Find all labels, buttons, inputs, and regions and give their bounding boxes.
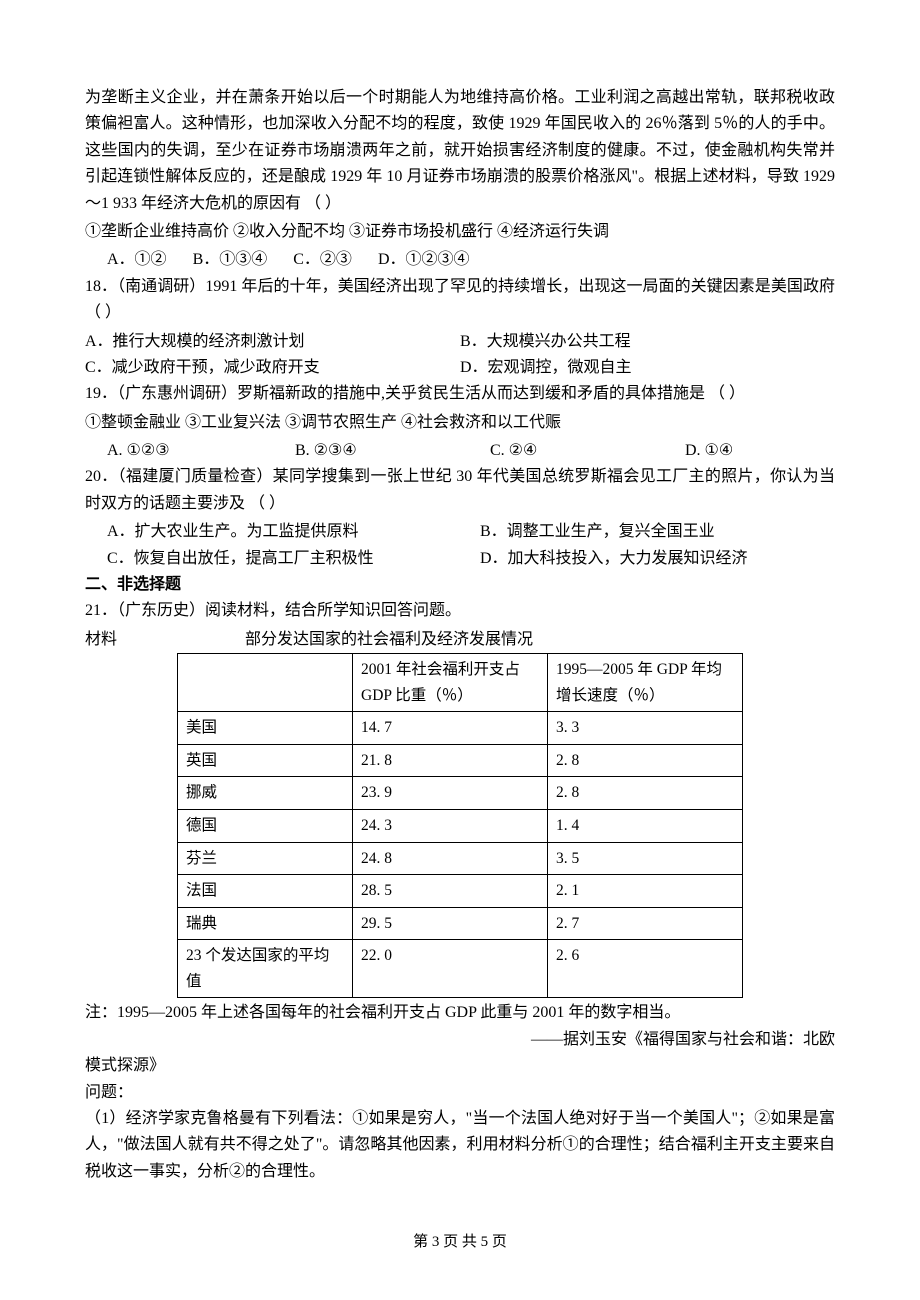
table-header-row: 2001 年社会福利开支占GDP 比重（％） 1995—2005 年 GDP 年…: [178, 654, 743, 712]
q17-opt-a: A．①②: [107, 251, 167, 268]
q19-stem: 19．（广东惠州调研）罗斯福新政的措施中,关乎贫民生活从而达到缓和矛盾的具体措施…: [85, 381, 835, 407]
q21-stem: 21．（广东历史）阅读材料，结合所学知识回答问题。: [85, 598, 835, 624]
table-row: 美国 14. 7 3. 3: [178, 712, 743, 745]
table-note: 注：1995—2005 年上述各国每年的社会福利开支占 GDP 此重与 2001…: [85, 1000, 835, 1026]
q19-choices-numbered: ①整顿金融业 ③工业复兴法 ③调节农照生产 ④社会救济和以工代赈: [85, 410, 835, 436]
section-2-heading: 二、非选择题: [85, 572, 835, 598]
cell-welfare: 28. 5: [353, 875, 548, 908]
q19-opt-c: C. ②④: [490, 438, 685, 464]
q17-opt-c: C．②③: [293, 251, 352, 268]
table-row: 瑞典 29. 5 2. 7: [178, 907, 743, 940]
cell-gdp: 1. 4: [548, 810, 743, 843]
q20-stem: 20．（福建厦门质量检查）某同学搜集到一张上世纪 30 年代美国总统罗斯福会见工…: [85, 464, 835, 517]
page-footer: 第 3 页 共 5 页: [0, 1230, 920, 1255]
table-row: 英国 21. 8 2. 8: [178, 744, 743, 777]
q17-passage: 为垄断主义企业，并在萧条开始以后一个时期能人为地维持高价格。工业利润之高越出常轨…: [85, 85, 835, 217]
q18-opt-d: D．宏观调控，微观自主: [460, 355, 632, 381]
cell-gdp: 3. 3: [548, 712, 743, 745]
cell-country: 挪威: [178, 777, 353, 810]
q19-opt-a: A. ①②③: [85, 438, 295, 464]
table-row: 德国 24. 3 1. 4: [178, 810, 743, 843]
q17-opt-d: D．①②③④: [378, 251, 470, 268]
q20-opt-b: B．调整工业生产，复兴全国王业: [480, 519, 715, 545]
cell-welfare: 24. 3: [353, 810, 548, 843]
cell-gdp: 2. 8: [548, 744, 743, 777]
cell-gdp: 2. 1: [548, 875, 743, 908]
cell-welfare: 24. 8: [353, 842, 548, 875]
q21-sub1: （1）经济学家克鲁格曼有下列看法：①如果是穷人，"当一个法国人绝对好于当一个美国…: [85, 1106, 835, 1185]
q20-options-row1: A．扩大农业生产。为工监提供原料 B．调整工业生产，复兴全国王业: [85, 519, 835, 545]
cell-country: 德国: [178, 810, 353, 843]
cell-country: 瑞典: [178, 907, 353, 940]
q18-opt-b: B．大规模兴办公共工程: [460, 329, 631, 355]
q20-options-row2: C．恢复自出放任，提高工厂主积极性 D．加大科技投入，大力发展知识经济: [85, 546, 835, 572]
table-row: 法国 28. 5 2. 1: [178, 875, 743, 908]
cell-country: 芬兰: [178, 842, 353, 875]
source-citation-cont: 模式探源》: [85, 1053, 835, 1079]
cell-welfare: 29. 5: [353, 907, 548, 940]
cell-welfare: 21. 8: [353, 744, 548, 777]
header-blank: [178, 654, 353, 712]
cell-country: 美国: [178, 712, 353, 745]
table-title: 部分发达国家的社会福利及经济发展情况: [245, 631, 533, 648]
q18-options-row1: A．推行大规模的经济刺激计划 B．大规模兴办公共工程: [85, 329, 835, 355]
cell-gdp: 2. 8: [548, 777, 743, 810]
q17-opt-b: B．①③④: [193, 251, 268, 268]
cell-welfare: 23. 9: [353, 777, 548, 810]
cell-welfare: 22. 0: [353, 940, 548, 998]
q19-opt-d: D. ①④: [685, 438, 835, 464]
questions-label: 问题：: [85, 1080, 835, 1106]
q20-opt-a: A．扩大农业生产。为工监提供原料: [85, 519, 480, 545]
cell-welfare: 14. 7: [353, 712, 548, 745]
header-gdp: 1995—2005 年 GDP 年均增长速度（％）: [548, 654, 743, 712]
cell-country: 英国: [178, 744, 353, 777]
q18-options-row2: C．减少政府干预，减少政府开支 D．宏观调控，微观自主: [85, 355, 835, 381]
cell-gdp: 2. 6: [548, 940, 743, 998]
cell-gdp: 2. 7: [548, 907, 743, 940]
q20-opt-c: C．恢复自出放任，提高工厂主积极性: [85, 546, 480, 572]
q18-opt-c: C．减少政府干预，减少政府开支: [85, 355, 460, 381]
source-citation: ——据刘玉安《福得国家与社会和谐：北欧: [85, 1027, 835, 1053]
q17-options: A．①② B．①③④ C．②③ D．①②③④: [85, 247, 835, 273]
material-label: 材料: [85, 631, 117, 648]
cell-country: 23 个发达国家的平均值: [178, 940, 353, 998]
q19-options: A. ①②③ B. ②③④ C. ②④ D. ①④: [85, 438, 835, 464]
table-row: 23 个发达国家的平均值 22. 0 2. 6: [178, 940, 743, 998]
q21-material-line: 材料 部分发达国家的社会福利及经济发展情况: [85, 627, 835, 653]
cell-country: 法国: [178, 875, 353, 908]
table-row: 挪威 23. 9 2. 8: [178, 777, 743, 810]
q19-opt-b: B. ②③④: [295, 438, 490, 464]
q18-opt-a: A．推行大规模的经济刺激计划: [85, 329, 460, 355]
header-welfare: 2001 年社会福利开支占GDP 比重（％）: [353, 654, 548, 712]
q17-choices-numbered: ①垄断企业维持高价 ②收入分配不均 ③证券市场投机盛行 ④经济运行失调: [85, 219, 835, 245]
welfare-table: 2001 年社会福利开支占GDP 比重（％） 1995—2005 年 GDP 年…: [177, 653, 743, 998]
q18-stem: 18．（南通调研）1991 年后的十年，美国经济出现了罕见的持续增长，出现这一局…: [85, 274, 835, 327]
cell-gdp: 3. 5: [548, 842, 743, 875]
table-row: 芬兰 24. 8 3. 5: [178, 842, 743, 875]
q20-opt-d: D．加大科技投入，大力发展知识经济: [480, 546, 748, 572]
